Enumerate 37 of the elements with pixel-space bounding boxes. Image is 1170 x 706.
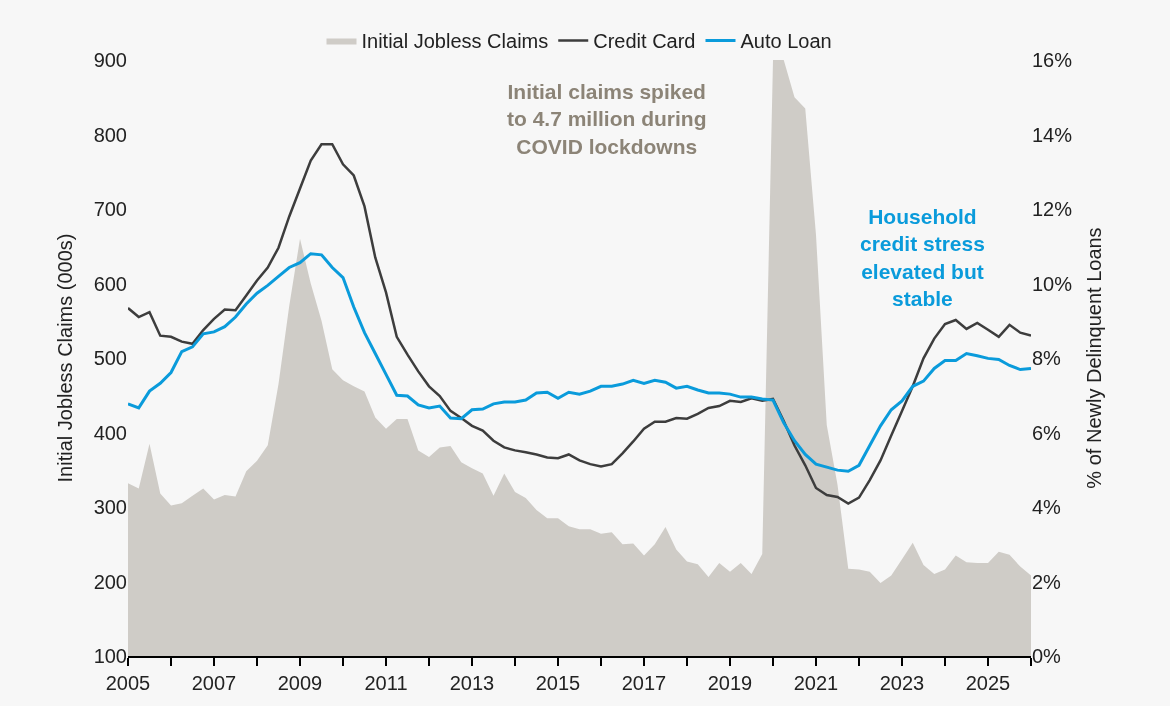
x-tick-label: 2013 [449, 672, 495, 694]
y-tick-label: 700 [93, 198, 127, 220]
y-tick-label: 600 [93, 272, 127, 295]
x-tick-label: 2009 [277, 672, 323, 694]
y-tick-label: 300 [93, 496, 127, 518]
annotation: Initial claims spiked to 4.7 million during COVID lockdowns [507, 80, 707, 158]
y-tick-label: 100 [93, 645, 127, 667]
y2-axis-title: % of Newly Delinquent Loans [1082, 227, 1105, 489]
y2-tick-label: 16% [1032, 49, 1073, 71]
y-tick-label: 900 [93, 49, 127, 71]
legend-label: Credit Card [593, 30, 696, 53]
line-series [128, 252, 1031, 473]
y2-tick-label: 2% [1032, 570, 1062, 593]
y2-tick-label: 10% [1032, 272, 1073, 295]
legend-label: Initial Jobless Claims [361, 30, 549, 53]
y2-tick-label: 14% [1032, 123, 1073, 146]
annotation: Household credit stress elevated but stable [860, 205, 985, 310]
y-tick-label: 200 [93, 570, 127, 593]
x-tick-label: 2011 [364, 672, 408, 694]
y-axis-title: Initial Jobless Claims (000s) [54, 233, 77, 483]
x-tick-label: 2015 [535, 672, 581, 694]
x-tick-label: 2025 [965, 672, 1011, 694]
x-tick-label: 2021 [793, 672, 839, 694]
x-tick-label: 2005 [105, 672, 151, 694]
x-tick-label: 2023 [879, 672, 925, 694]
y2-tick-label: 6% [1032, 421, 1062, 444]
y-tick-label: 400 [93, 421, 127, 444]
y2-tick-label: 8% [1032, 347, 1062, 369]
y2-tick-label: 0% [1032, 645, 1062, 667]
y2-tick-label: 4% [1032, 496, 1062, 518]
x-tick-label: 2017 [621, 672, 667, 694]
y2-tick-label: 12% [1032, 198, 1073, 220]
x-tick-label: 2019 [707, 672, 753, 694]
y-tick-label: 800 [93, 123, 127, 146]
y-tick-label: 500 [93, 347, 127, 369]
legend-label: Auto Loan [740, 30, 832, 53]
x-tick-label: 2007 [191, 672, 237, 694]
